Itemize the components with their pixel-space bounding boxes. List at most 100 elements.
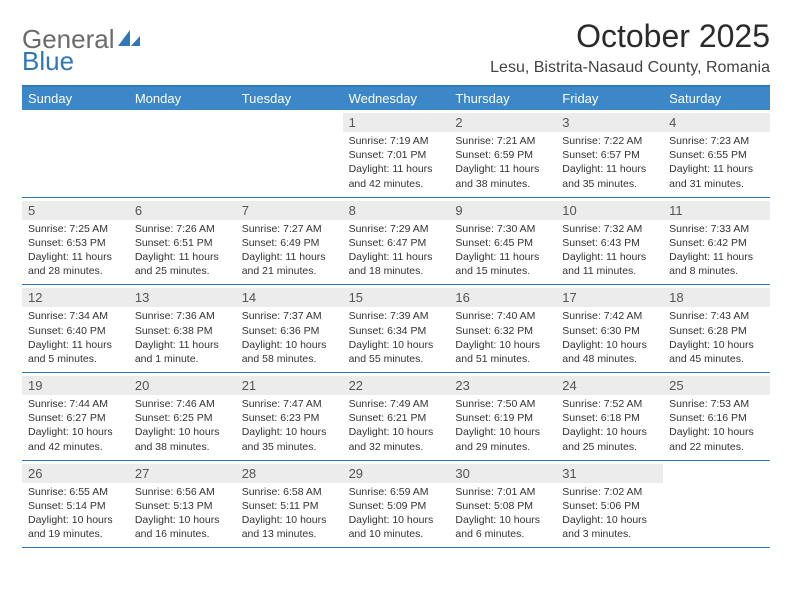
day-number: 24: [562, 378, 657, 393]
sunset-text: Sunset: 6:38 PM: [135, 324, 230, 338]
sunset-text: Sunset: 6:32 PM: [455, 324, 550, 338]
calendar-week: 12Sunrise: 7:34 AMSunset: 6:40 PMDayligh…: [22, 285, 770, 373]
dow-thursday: Thursday: [449, 87, 556, 110]
day-number: 2: [455, 115, 550, 130]
dow-saturday: Saturday: [663, 87, 770, 110]
daylight-text: Daylight: 11 hours and 15 minutes.: [455, 250, 550, 278]
calendar-cell: 22 Sunrise: 7:49 AMSunset: 6:21 PMDayligh…: [343, 373, 450, 460]
day-number: 8: [349, 203, 444, 218]
sunset-text: Sunset: 6:59 PM: [455, 148, 550, 162]
daylight-text: Daylight: 11 hours and 21 minutes.: [242, 250, 337, 278]
sunset-text: Sunset: 6:19 PM: [455, 411, 550, 425]
day-info: Sunrise: 7:02 AMSunset: 5:06 PMDaylight:…: [562, 485, 657, 542]
sunrise-text: Sunrise: 7:40 AM: [455, 309, 550, 323]
sunrise-text: Sunrise: 7:30 AM: [455, 222, 550, 236]
dow-friday: Friday: [556, 87, 663, 110]
daylight-text: Daylight: 10 hours and 19 minutes.: [28, 513, 123, 541]
calendar-cell: 11Sunrise: 7:33 AMSunset: 6:42 PMDayligh…: [663, 198, 770, 285]
daylight-text: Daylight: 10 hours and 32 minutes.: [349, 425, 444, 453]
page-title: October 2025: [490, 18, 770, 55]
sunset-text: Sunset: 6:42 PM: [669, 236, 764, 250]
day-number: 3: [562, 115, 657, 130]
day-info: Sunrise: 7:37 AMSunset: 6:36 PMDaylight:…: [242, 309, 337, 366]
calendar-cell: 15 Sunrise: 7:39 AMSunset: 6:34 PMDayligh…: [343, 285, 450, 372]
calendar-cell: 13Sunrise: 7:36 AMSunset: 6:38 PMDayligh…: [129, 285, 236, 372]
sunrise-text: Sunrise: 6:59 AM: [349, 485, 444, 499]
day-number: 5: [28, 203, 123, 218]
day-info: Sunrise: 7:39 AMSunset: 6:34 PMDaylight:…: [349, 309, 444, 366]
date-bar: 17: [556, 288, 663, 307]
sunrise-text: Sunrise: 7:32 AM: [562, 222, 657, 236]
calendar-cell: 8 Sunrise: 7:29 AMSunset: 6:47 PMDaylight…: [343, 198, 450, 285]
date-bar: 15: [343, 288, 450, 307]
sunrise-text: Sunrise: 7:23 AM: [669, 134, 764, 148]
calendar: Sunday Monday Tuesday Wednesday Thursday…: [22, 85, 770, 548]
daylight-text: Daylight: 11 hours and 1 minute.: [135, 338, 230, 366]
day-info: Sunrise: 7:23 AMSunset: 6:55 PMDaylight:…: [669, 134, 764, 191]
calendar-cell: 18Sunrise: 7:43 AMSunset: 6:28 PMDayligh…: [663, 285, 770, 372]
day-info: Sunrise: 7:30 AMSunset: 6:45 PMDaylight:…: [455, 222, 550, 279]
calendar-cell: 20Sunrise: 7:46 AMSunset: 6:25 PMDayligh…: [129, 373, 236, 460]
date-bar: 5: [22, 201, 129, 220]
date-bar: 9: [449, 201, 556, 220]
date-bar: 7: [236, 201, 343, 220]
date-bar: 1: [343, 113, 450, 132]
sunrise-text: Sunrise: 6:55 AM: [28, 485, 123, 499]
sunrise-text: Sunrise: 7:02 AM: [562, 485, 657, 499]
date-bar: 18: [663, 288, 770, 307]
date-bar: 3: [556, 113, 663, 132]
day-number: 31: [562, 466, 657, 481]
date-bar: 20: [129, 376, 236, 395]
logo-text-blue: Blue: [22, 46, 74, 76]
dow-wednesday: Wednesday: [343, 87, 450, 110]
sunset-text: Sunset: 6:21 PM: [349, 411, 444, 425]
sunset-text: Sunset: 6:34 PM: [349, 324, 444, 338]
sunset-text: Sunset: 5:09 PM: [349, 499, 444, 513]
calendar-cell-blank: [22, 110, 129, 197]
sunset-text: Sunset: 6:49 PM: [242, 236, 337, 250]
sunset-text: Sunset: 6:18 PM: [562, 411, 657, 425]
day-info: Sunrise: 7:53 AMSunset: 6:16 PMDaylight:…: [669, 397, 764, 454]
day-info: Sunrise: 7:21 AMSunset: 6:59 PMDaylight:…: [455, 134, 550, 191]
sunrise-text: Sunrise: 7:36 AM: [135, 309, 230, 323]
day-number: 28: [242, 466, 337, 481]
calendar-week: 26Sunrise: 6:55 AMSunset: 5:14 PMDayligh…: [22, 461, 770, 549]
sunset-text: Sunset: 5:14 PM: [28, 499, 123, 513]
calendar-cell: 19Sunrise: 7:44 AMSunset: 6:27 PMDayligh…: [22, 373, 129, 460]
daylight-text: Daylight: 10 hours and 48 minutes.: [562, 338, 657, 366]
date-bar: 26: [22, 464, 129, 483]
day-info: Sunrise: 7:29 AMSunset: 6:47 PMDaylight:…: [349, 222, 444, 279]
logo-sail-icon: [118, 30, 140, 53]
daylight-text: Daylight: 11 hours and 38 minutes.: [455, 162, 550, 190]
calendar-week: 1Sunrise: 7:19 AMSunset: 7:01 PMDaylight…: [22, 110, 770, 198]
sunrise-text: Sunrise: 7:21 AM: [455, 134, 550, 148]
day-info: Sunrise: 7:32 AMSunset: 6:43 PMDaylight:…: [562, 222, 657, 279]
sunrise-text: Sunrise: 7:27 AM: [242, 222, 337, 236]
sunset-text: Sunset: 6:45 PM: [455, 236, 550, 250]
daylight-text: Daylight: 11 hours and 5 minutes.: [28, 338, 123, 366]
day-info: Sunrise: 7:40 AMSunset: 6:32 PMDaylight:…: [455, 309, 550, 366]
day-info: Sunrise: 7:49 AMSunset: 6:21 PMDaylight:…: [349, 397, 444, 454]
calendar-cell: 2 Sunrise: 7:21 AMSunset: 6:59 PMDaylight…: [449, 110, 556, 197]
day-number: 21: [242, 378, 337, 393]
calendar-cell: 5Sunrise: 7:25 AMSunset: 6:53 PMDaylight…: [22, 198, 129, 285]
day-number: 22: [349, 378, 444, 393]
daylight-text: Daylight: 10 hours and 10 minutes.: [349, 513, 444, 541]
sunset-text: Sunset: 5:08 PM: [455, 499, 550, 513]
day-number: 29: [349, 466, 444, 481]
day-number: [242, 115, 337, 130]
header: General October 2025 Lesu, Bistrita-Nasa…: [22, 18, 770, 77]
sunset-text: Sunset: 6:36 PM: [242, 324, 337, 338]
calendar-cell: 28Sunrise: 6:58 AMSunset: 5:11 PMDayligh…: [236, 461, 343, 548]
sunrise-text: Sunrise: 7:26 AM: [135, 222, 230, 236]
daylight-text: Daylight: 10 hours and 13 minutes.: [242, 513, 337, 541]
daylight-text: Daylight: 10 hours and 35 minutes.: [242, 425, 337, 453]
calendar-cell-blank: [663, 461, 770, 548]
dow-sunday: Sunday: [22, 87, 129, 110]
day-info: Sunrise: 7:52 AMSunset: 6:18 PMDaylight:…: [562, 397, 657, 454]
daylight-text: Daylight: 10 hours and 16 minutes.: [135, 513, 230, 541]
day-number: 14: [242, 290, 337, 305]
day-info: Sunrise: 7:44 AMSunset: 6:27 PMDaylight:…: [28, 397, 123, 454]
calendar-week: 5Sunrise: 7:25 AMSunset: 6:53 PMDaylight…: [22, 198, 770, 286]
sunrise-text: Sunrise: 7:44 AM: [28, 397, 123, 411]
